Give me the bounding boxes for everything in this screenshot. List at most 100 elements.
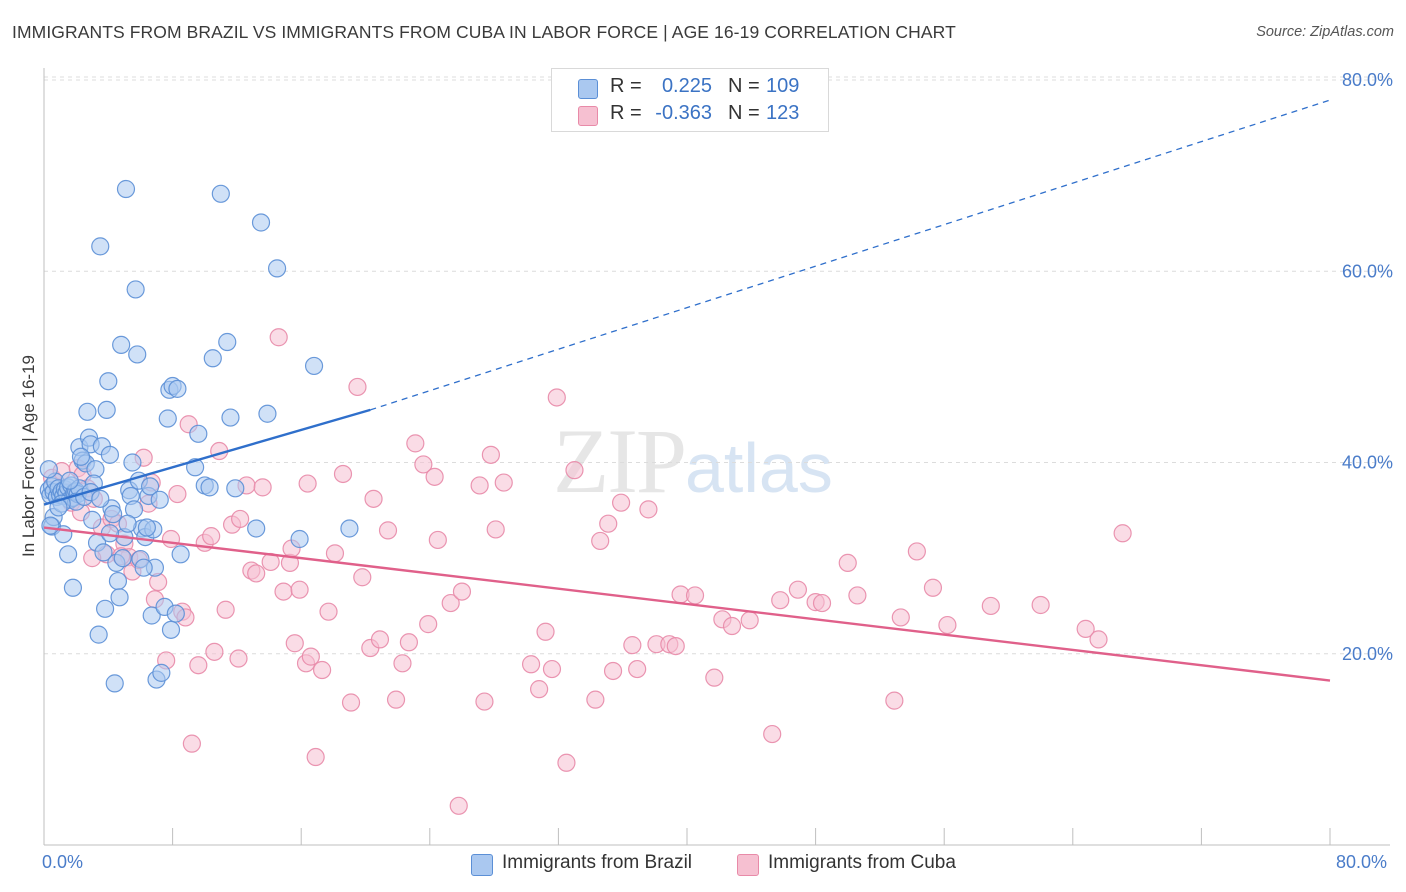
point-cuba-69 [481,445,500,464]
y-tick-label-80: 80.0% [1342,70,1393,90]
watermark-atlas: atlas [685,429,833,507]
point-brazil-93 [304,356,324,376]
point-brazil-105 [123,453,142,472]
point-brazil-25 [63,578,83,597]
point-cuba-112 [1113,524,1132,543]
point-brazil-40 [95,599,115,618]
point-cuba-50 [333,464,353,484]
point-brazil-108 [41,516,60,535]
point-cuba-83 [611,493,631,512]
bottom-legend-swatch-cuba [737,854,759,876]
point-cuba-117 [231,509,250,529]
point-brazil-39 [94,543,113,562]
point-brazil-107 [91,489,110,508]
x-axis-ticks [43,828,1331,845]
trend-lines [43,99,1331,682]
point-brazil-94 [340,519,359,538]
point-cuba-109 [1031,595,1050,615]
legend-r-value-brazil: 0.225 [661,75,712,97]
point-brazil-77 [168,379,187,398]
trend-line-brazil [43,408,371,506]
point-cuba-108 [981,596,1000,616]
legend-swatch-brazil [578,79,598,99]
point-cuba-36 [247,564,266,583]
point-cuba-21 [161,529,181,549]
point-cuba-59 [399,633,419,652]
point-brazil-57 [126,280,145,299]
point-cuba-118 [298,474,317,493]
point-cuba-64 [428,530,447,550]
point-brazil-104 [49,498,68,517]
point-brazil-86 [221,408,240,427]
series-cuba-points [42,328,1132,815]
point-cuba-92 [705,668,724,687]
point-brazil-100 [100,524,120,543]
point-cuba-33 [229,649,248,668]
point-brazil-85 [218,332,237,352]
point-brazil-95 [118,514,137,533]
point-brazil-78 [171,545,190,564]
point-brazil-20 [39,460,58,479]
point-cuba-37 [253,478,272,497]
point-cuba-39 [269,328,288,347]
point-brazil-53 [116,179,136,199]
point-cuba-70 [486,520,505,539]
legend-n-value-brazil: 109 [766,75,800,97]
point-brazil-50 [112,335,131,354]
point-cuba-74 [536,622,555,641]
point-cuba-28 [202,527,221,546]
point-cuba-55 [370,630,390,649]
point-brazil-46 [105,674,124,693]
point-cuba-78 [565,461,584,480]
legend-n-label: N = [728,102,760,124]
point-brazil-33 [83,510,102,529]
point-brazil-64 [140,477,160,496]
point-cuba-91 [685,586,705,605]
point-cuba-80 [591,531,610,551]
point-brazil-101 [137,518,156,537]
point-cuba-49 [325,544,345,563]
point-cuba-98 [788,580,808,599]
point-brazil-72 [158,409,177,428]
point-cuba-63 [425,467,444,486]
point-cuba-71 [494,473,513,492]
point-brazil-51 [113,549,132,568]
point-brazil-65 [142,606,161,625]
point-cuba-107 [938,615,957,635]
point-brazil-92 [290,529,309,549]
point-cuba-29 [205,642,224,661]
point-cuba-67 [470,476,489,495]
bottom-legend-label-cuba: Immigrants from Cuba [768,852,956,873]
point-cuba-85 [628,659,647,679]
legend-row-brazil: R = 0.225 N = 109 [552,75,828,101]
point-cuba-73 [530,680,549,699]
point-brazil-49 [110,588,129,607]
point-cuba-103 [885,691,904,710]
point-cuba-46 [306,747,325,767]
point-cuba-97 [771,591,790,610]
point-brazil-82 [200,478,219,497]
axes [43,68,1390,846]
point-cuba-47 [312,660,332,680]
point-cuba-105 [907,542,926,561]
point-cuba-79 [586,690,605,709]
chart-title: IMMIGRANTS FROM BRAZIL VS IMMIGRANTS FRO… [12,22,956,42]
point-brazil-36 [89,625,108,644]
point-cuba-25 [182,734,201,753]
y-axis-label: In Labor Force | Age 16-19 [19,355,38,557]
legend: R = 0.225 N = 109 R = -0.363 N = 123 [551,68,829,132]
point-cuba-65 [441,593,460,613]
trend-line-brazil-extension [370,99,1331,411]
legend-swatch-cuba [578,106,598,126]
point-cuba-43 [290,580,309,599]
point-brazil-91 [267,259,287,278]
point-cuba-45 [301,647,320,666]
point-cuba-110 [1076,619,1095,638]
legend-r-value-cuba: -0.363 [655,102,712,124]
point-cuba-66 [449,796,468,815]
point-cuba-61 [414,455,433,474]
point-cuba-75 [542,659,562,679]
point-cuba-106 [923,578,943,597]
point-cuba-26 [189,656,208,675]
